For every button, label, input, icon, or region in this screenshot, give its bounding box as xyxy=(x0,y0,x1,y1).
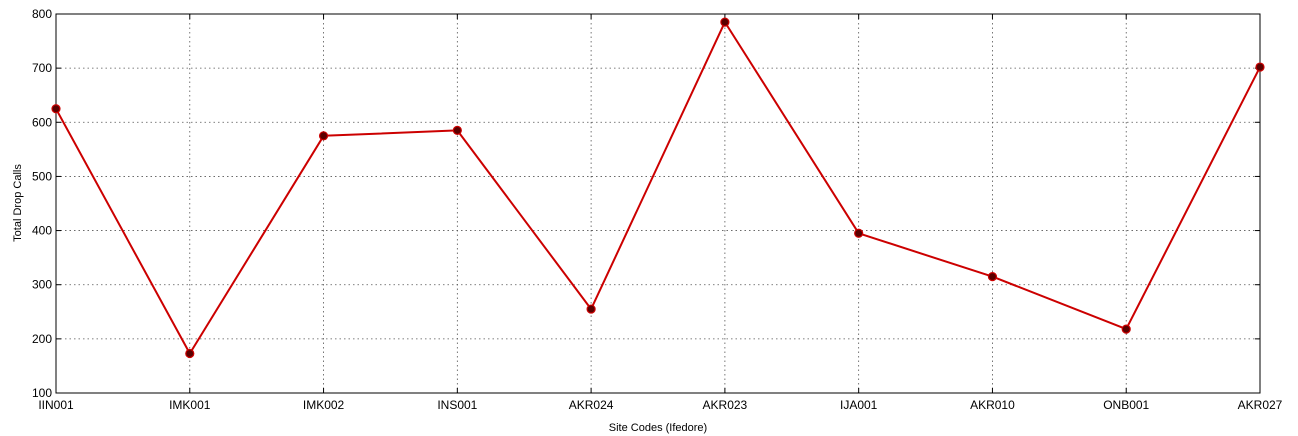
x-tick-label: IJA001 xyxy=(840,398,878,412)
series-line xyxy=(55,21,1261,355)
x-tick-label: INS001 xyxy=(437,398,477,412)
x-tick-label: ONB001 xyxy=(1103,398,1149,412)
y-tick-label: 400 xyxy=(32,224,52,238)
data-point-marker xyxy=(318,131,329,141)
x-tick-label: IMK001 xyxy=(169,398,211,412)
data-point-marker xyxy=(586,304,596,314)
x-ticks: IIN001 IMK001 IMK002 INS001 AKR024 AKR023 IJA0… xyxy=(38,14,1283,412)
y-tick-label: 600 xyxy=(32,115,52,129)
data-point-marker xyxy=(854,228,864,238)
x-tick-label: IMK002 xyxy=(303,398,345,412)
x-tick-label: IIN001 xyxy=(38,398,74,412)
x-axis-label: Site Codes (Ifedore) xyxy=(609,422,707,434)
data-point-marker xyxy=(987,271,998,282)
x-tick-label: AKR027 xyxy=(1238,398,1283,412)
y-tick-label: 200 xyxy=(32,332,52,346)
y-tick-label: 100 xyxy=(32,386,52,400)
series-layer xyxy=(51,17,1265,359)
data-point-marker xyxy=(51,104,61,114)
y-tick-label: 700 xyxy=(32,61,52,75)
y-tick-label: 800 xyxy=(32,7,52,21)
data-point-marker xyxy=(720,17,730,27)
y-tick-label: 300 xyxy=(32,278,52,292)
gridlines xyxy=(56,14,1260,393)
y-axis-label: Total Drop Calls xyxy=(12,164,24,242)
data-point-marker xyxy=(1255,62,1265,72)
y-ticks: 100 200 300 400 500 600 700 800 xyxy=(32,7,1260,400)
plot-frame xyxy=(55,13,1261,394)
x-tick-label: AKR024 xyxy=(569,398,614,412)
data-point-marker xyxy=(1121,324,1131,334)
y-tick-label: 500 xyxy=(32,169,52,183)
data-point-marker xyxy=(452,125,462,136)
data-point-marker xyxy=(185,348,195,359)
x-tick-label: AKR010 xyxy=(970,398,1015,412)
x-tick-label: AKR023 xyxy=(703,398,748,412)
